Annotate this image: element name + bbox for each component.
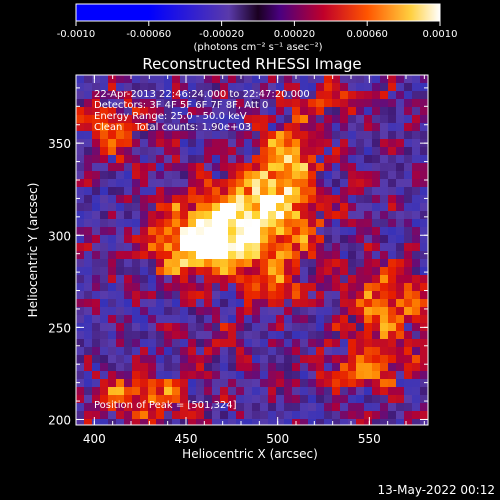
plot-frame — [75, 74, 429, 426]
annotation-peak-position: Position of Peak = [501,324] — [94, 400, 237, 411]
y-axis-label: Heliocentric Y (arcsec) — [26, 183, 40, 318]
colorbar-tick-label: 0.00060 — [347, 29, 388, 40]
heatmap-cells — [76, 75, 428, 425]
colorbar — [75, 3, 441, 22]
colorbar-tick-label: 0.00020 — [274, 29, 315, 40]
chart-title: Reconstructed RHESSI Image — [142, 55, 361, 73]
colorbar-tick-label: 0.0010 — [423, 29, 458, 40]
x-tick-label: 450 — [175, 432, 198, 446]
x-tick-label: 550 — [358, 432, 381, 446]
annotation-energy-range: Energy Range: 25.0 - 50.0 keV — [94, 111, 247, 122]
colorbar-tick-label: -0.0010 — [57, 29, 96, 40]
colorbar-ticks — [75, 21, 441, 26]
y-tick-label: 200 — [48, 413, 71, 427]
y-tick-label: 250 — [48, 321, 71, 335]
y-tick-label: 350 — [48, 137, 71, 151]
x-tick-label: 500 — [266, 432, 289, 446]
x-axis-label: Heliocentric X (arcsec) — [182, 447, 318, 461]
colorbar-unit-label: (photons cm⁻² s⁻¹ asec⁻²) — [193, 42, 322, 53]
colorbar-tick-label: -0.00060 — [126, 29, 171, 40]
y-tick-label: 300 — [48, 229, 71, 243]
colorbar-tick-label: -0.00020 — [199, 29, 244, 40]
footer-date: 13-May-2022 00:12 — [378, 483, 495, 497]
annotation-clean-counts: Clean Total counts: 1.90e+03 — [94, 122, 251, 133]
axis-ticks — [75, 75, 428, 425]
x-tick-label: 400 — [83, 432, 106, 446]
annotation-detectors: Detectors: 3F 4F 5F 6F 7F 8F, Att 0 — [94, 100, 268, 111]
annotation-time-range: 22-Apr-2013 22:46:24.000 to 22:47:20.000 — [94, 89, 310, 100]
